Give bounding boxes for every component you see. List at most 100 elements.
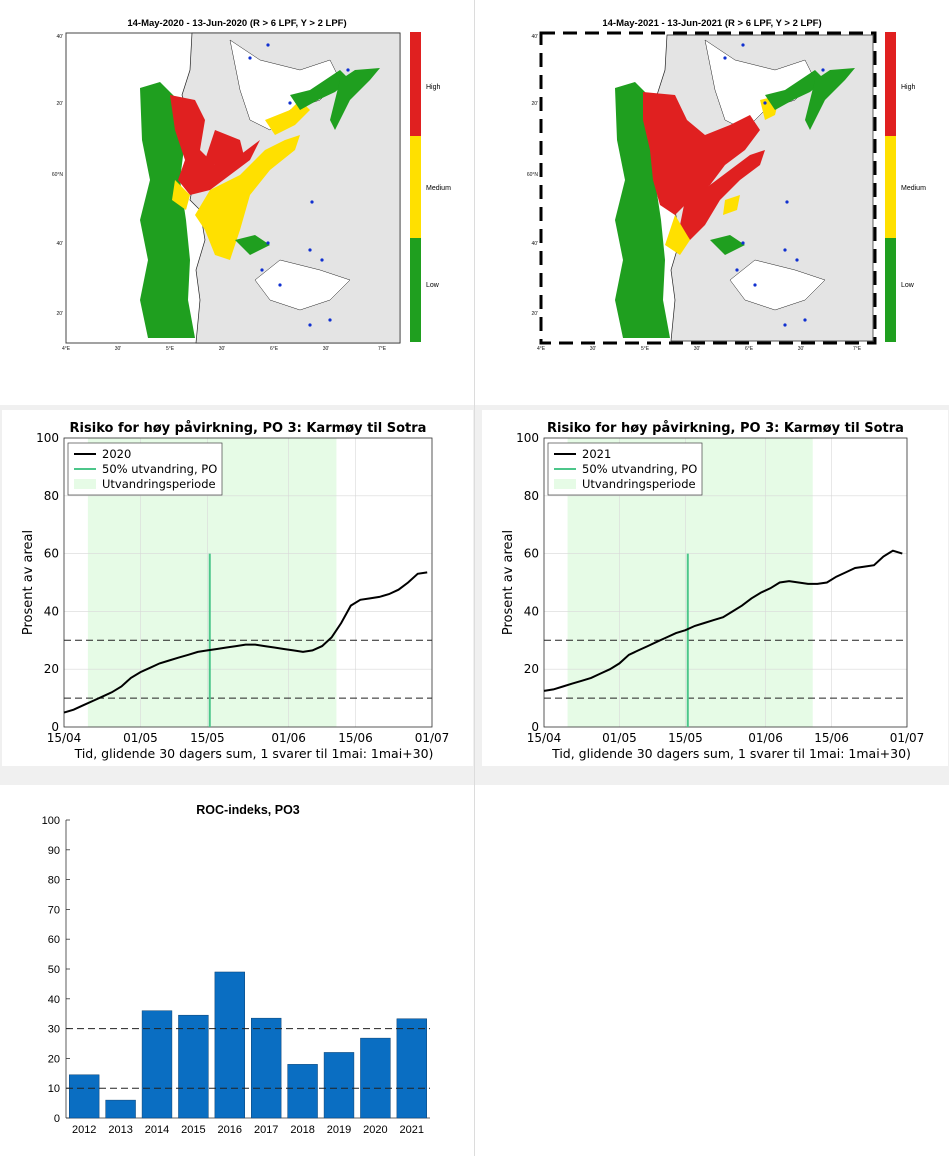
- y-tick-label: 60: [44, 547, 59, 561]
- bar-2017: [251, 1017, 282, 1119]
- svg-text:20': 20': [56, 101, 63, 107]
- x-tick-label: 15/05: [190, 731, 225, 745]
- svg-text:20': 20': [531, 311, 538, 317]
- x-tick-label: 2020: [363, 1124, 387, 1136]
- svg-text:40': 40': [56, 34, 63, 40]
- svg-text:7°E: 7°E: [378, 346, 387, 352]
- roc-bar-chart: ROC-indeks, PO3 0 10 20 30 40 50 60 70 80 90 100 201…: [42, 803, 430, 1136]
- y-tick-label: 80: [44, 489, 59, 503]
- y-tick-label: 80: [524, 489, 539, 503]
- svg-text:60°N: 60°N: [52, 172, 64, 178]
- x-axis-label: Tid, glidende 30 dagers sum, 1 svarer ti…: [551, 746, 911, 761]
- svg-text:5°E: 5°E: [166, 346, 175, 352]
- y-tick-label: 40: [48, 994, 60, 1006]
- x-tick-label: 01/07: [890, 731, 925, 745]
- y-tick-label: 40: [524, 604, 539, 618]
- axes-box: [63, 437, 433, 728]
- colorbar-high: High: [901, 84, 916, 91]
- svg-text:20': 20': [531, 101, 538, 107]
- chart-title: Risiko for høy påvirkning, PO 3: Karmøy …: [70, 421, 427, 436]
- y-tick-label: 70: [48, 904, 60, 916]
- colorbar-low: Low: [426, 282, 440, 289]
- x-tick-label: 15/04: [47, 731, 82, 745]
- x-axis-label: Tid, glidende 30 dagers sum, 1 svarer ti…: [74, 746, 434, 761]
- vertical-divider: [474, 0, 475, 1156]
- svg-text:40': 40': [56, 241, 63, 247]
- line-chart-panel-2020: Risiko for høy påvirkning, PO 3: Karmøy …: [2, 410, 473, 766]
- x-tick-label: 15/06: [814, 731, 849, 745]
- x-tick-label: 15/05: [668, 731, 703, 745]
- legend-series: 2021: [582, 447, 611, 461]
- line-chart-panel-2021: Risiko for høy påvirkning, PO 3: Karmøy …: [482, 410, 948, 766]
- bar-2012: [69, 1074, 100, 1119]
- map-2021: 14-May-2021 - 13-Jun-2021 (R > 6 LPF, Y …: [527, 18, 926, 352]
- map-title: 14-May-2021 - 13-Jun-2021 (R > 6 LPF, Y …: [602, 18, 821, 29]
- svg-text:4°E: 4°E: [62, 346, 71, 352]
- map-stations: [248, 43, 350, 327]
- map-panel-2021: 14-May-2021 - 13-Jun-2021 (R > 6 LPF, Y …: [475, 0, 949, 404]
- x-tick-label: 01/06: [748, 731, 783, 745]
- x-tick-label: 2018: [290, 1124, 314, 1136]
- bar-2020: [360, 1037, 391, 1119]
- colorbar-low: Low: [901, 282, 915, 289]
- map-title: 14-May-2020 - 13-Jun-2020 (R > 6 LPF, Y …: [127, 18, 346, 29]
- svg-text:30': 30': [590, 346, 597, 352]
- legend-50-percent: 50% utvandring, PO: [102, 462, 217, 476]
- y-tick-label: 20: [44, 662, 59, 676]
- y-tick-label: 0: [51, 720, 59, 734]
- svg-text:4°E: 4°E: [537, 346, 546, 352]
- chart-title: Risiko for høy påvirkning, PO 3: Karmøy …: [547, 421, 904, 436]
- y-tick-label: 20: [524, 662, 539, 676]
- y-tick-label: 100: [516, 431, 539, 445]
- y-tick-label: 60: [524, 547, 539, 561]
- svg-text:30': 30': [219, 346, 226, 352]
- legend-swatch-period: [554, 479, 576, 489]
- y-axis-label: Prosent av areal: [501, 530, 516, 635]
- x-tick-label: 2017: [254, 1124, 278, 1136]
- svg-text:6°E: 6°E: [270, 346, 279, 352]
- y-axis-label: Prosent av areal: [21, 530, 36, 635]
- svg-text:30': 30': [115, 346, 122, 352]
- y-tick-label: 0: [531, 720, 539, 734]
- x-tick-label: 2014: [145, 1124, 169, 1136]
- x-tick-label: 2016: [218, 1124, 242, 1136]
- x-tick-label: 2019: [327, 1124, 351, 1136]
- svg-text:40': 40': [531, 241, 538, 247]
- map-2020: 14-May-2020 - 13-Jun-2020 (R > 6 LPF, Y …: [52, 18, 451, 352]
- bar-2019: [323, 1052, 355, 1119]
- risk-zones: [643, 68, 855, 255]
- map-lat-ticks: 40' 20' 60°N 40' 20': [52, 34, 64, 317]
- x-tick-label: 15/06: [338, 731, 373, 745]
- colorbar-high: High: [426, 84, 441, 91]
- legend-period: Utvandringsperiode: [582, 477, 696, 491]
- x-tick-label: 2015: [181, 1124, 205, 1136]
- x-tick-label: 01/06: [271, 731, 306, 745]
- x-tick-label: 15/04: [527, 731, 562, 745]
- map-stations: [723, 43, 825, 327]
- legend-series: 2020: [102, 447, 131, 461]
- svg-text:5°E: 5°E: [641, 346, 650, 352]
- axes-box: [543, 437, 908, 728]
- colorbar-medium: Medium: [426, 185, 451, 192]
- bar-2013: [105, 1099, 136, 1119]
- colorbar-medium: Medium: [901, 185, 926, 192]
- x-tick-label: 01/05: [123, 731, 158, 745]
- bar-2014: [141, 1010, 173, 1119]
- y-tick-label: 30: [48, 1024, 60, 1036]
- x-tick-label: 2021: [400, 1124, 424, 1136]
- svg-text:7°E: 7°E: [853, 346, 862, 352]
- x-tick-label: 01/05: [602, 731, 637, 745]
- land-area: [181, 32, 401, 344]
- y-tick-label: 90: [48, 845, 60, 857]
- y-tick-label: 0: [54, 1113, 60, 1125]
- y-tick-label: 80: [48, 875, 60, 887]
- bar-2021: [396, 1018, 427, 1119]
- series-line: [543, 549, 903, 692]
- svg-text:20': 20': [56, 311, 63, 317]
- legend-period: Utvandringsperiode: [102, 477, 216, 491]
- series-line: [63, 571, 428, 714]
- y-tick-label: 60: [48, 934, 60, 946]
- y-tick-label: 10: [48, 1083, 60, 1095]
- svg-text:40': 40': [531, 34, 538, 40]
